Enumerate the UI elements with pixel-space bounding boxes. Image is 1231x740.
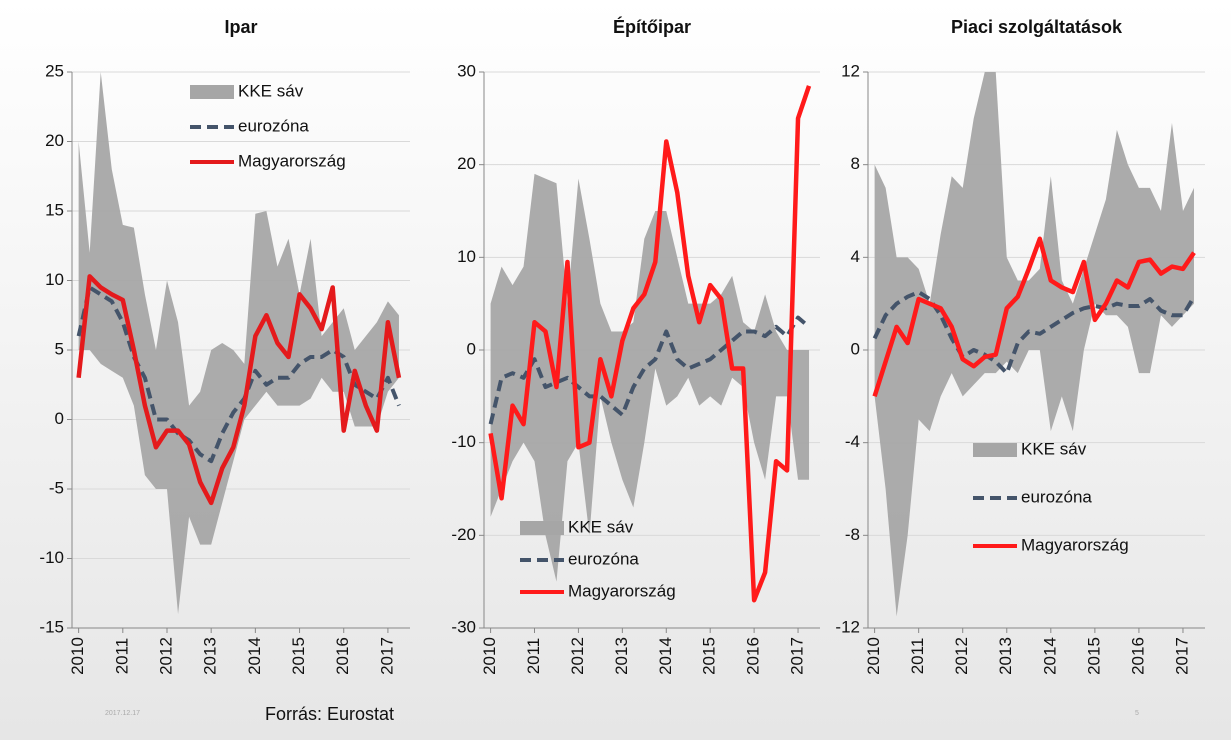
chart-title: Építőipar (613, 16, 691, 37)
line (76, 274, 402, 506)
y-tick-label: 0 (467, 339, 476, 358)
y-tick-label: -12 (835, 617, 860, 636)
source: Forrás: Eurostat (265, 704, 394, 724)
legend-swatch (190, 85, 234, 99)
legend-label: KKE sáv (1021, 439, 1087, 458)
x-tick-label: 2011 (112, 638, 131, 675)
legend-swatch (520, 521, 564, 535)
x-tick-label: 2016 (1128, 637, 1147, 675)
y-tick-label: 0 (55, 409, 64, 428)
line (488, 85, 812, 603)
legend-swatch (973, 443, 1017, 457)
x-tick-label: 2016 (333, 637, 352, 675)
legend-label: eurozóna (1021, 487, 1092, 506)
legend-label: Magyarország (238, 151, 346, 170)
legend-label: Magyarország (568, 581, 676, 600)
y-tick-label: 5 (55, 339, 64, 358)
legend-label: eurozóna (238, 116, 309, 135)
x-tick-label: 2013 (996, 637, 1015, 675)
y-tick-label: -5 (49, 478, 64, 497)
y-tick-label: 12 (841, 61, 860, 80)
y-tick-label: -8 (845, 525, 860, 544)
x-tick-label: 2017 (377, 637, 396, 675)
chart-title: Piaci szolgáltatások (951, 17, 1123, 37)
legend-label: KKE sáv (568, 517, 634, 536)
y-tick-label: 30 (457, 61, 476, 80)
y-tick-label: -10 (451, 432, 476, 451)
y-tick-label: -20 (451, 525, 476, 544)
y-tick-label: -4 (845, 432, 860, 451)
legend-label: Magyarország (1021, 535, 1129, 554)
x-tick-label: 2014 (245, 637, 264, 675)
legend-label: eurozóna (568, 549, 639, 568)
x-tick-label: 2014 (656, 637, 675, 675)
x-tick-label: 2013 (612, 637, 631, 675)
x-tick-label: 2015 (700, 637, 719, 675)
x-tick-label: 2010 (864, 637, 883, 675)
date: 2017.12.17 (105, 710, 140, 717)
x-tick-label: 2013 (201, 637, 220, 675)
legend-label: KKE sáv (238, 81, 304, 100)
line (872, 290, 1196, 376)
y-tick-label: 10 (457, 247, 476, 266)
line (488, 315, 811, 425)
page-number: 5 (1135, 710, 1139, 717)
x-tick-label: 2011 (908, 638, 927, 675)
chart-title: Ipar (224, 17, 257, 37)
y-tick-label: 25 (45, 61, 64, 80)
x-tick-label: 2017 (788, 637, 807, 675)
x-tick-label: 2010 (480, 637, 499, 675)
x-tick-label: 2015 (289, 637, 308, 675)
y-tick-label: 20 (457, 154, 476, 173)
x-tick-label: 2012 (568, 637, 587, 675)
x-tick-label: 2012 (156, 637, 175, 675)
y-tick-label: 10 (45, 270, 64, 289)
x-tick-label: 2016 (744, 637, 763, 675)
band (874, 72, 1194, 617)
line (872, 236, 1196, 398)
y-tick-label: 8 (851, 154, 860, 173)
y-tick-label: -30 (451, 617, 476, 636)
x-tick-label: 2010 (68, 637, 87, 675)
x-tick-label: 2012 (952, 637, 971, 675)
y-tick-label: -10 (39, 548, 64, 567)
y-tick-label: 0 (851, 339, 860, 358)
y-tick-label: 15 (45, 200, 64, 219)
x-tick-label: 2017 (1172, 637, 1191, 675)
x-tick-label: 2011 (524, 638, 543, 675)
band (78, 72, 399, 615)
y-tick-label: 4 (851, 247, 860, 266)
y-tick-label: 20 (45, 131, 64, 150)
x-tick-label: 2014 (1040, 637, 1059, 675)
y-tick-label: -15 (39, 617, 64, 636)
x-tick-label: 2015 (1084, 637, 1103, 675)
